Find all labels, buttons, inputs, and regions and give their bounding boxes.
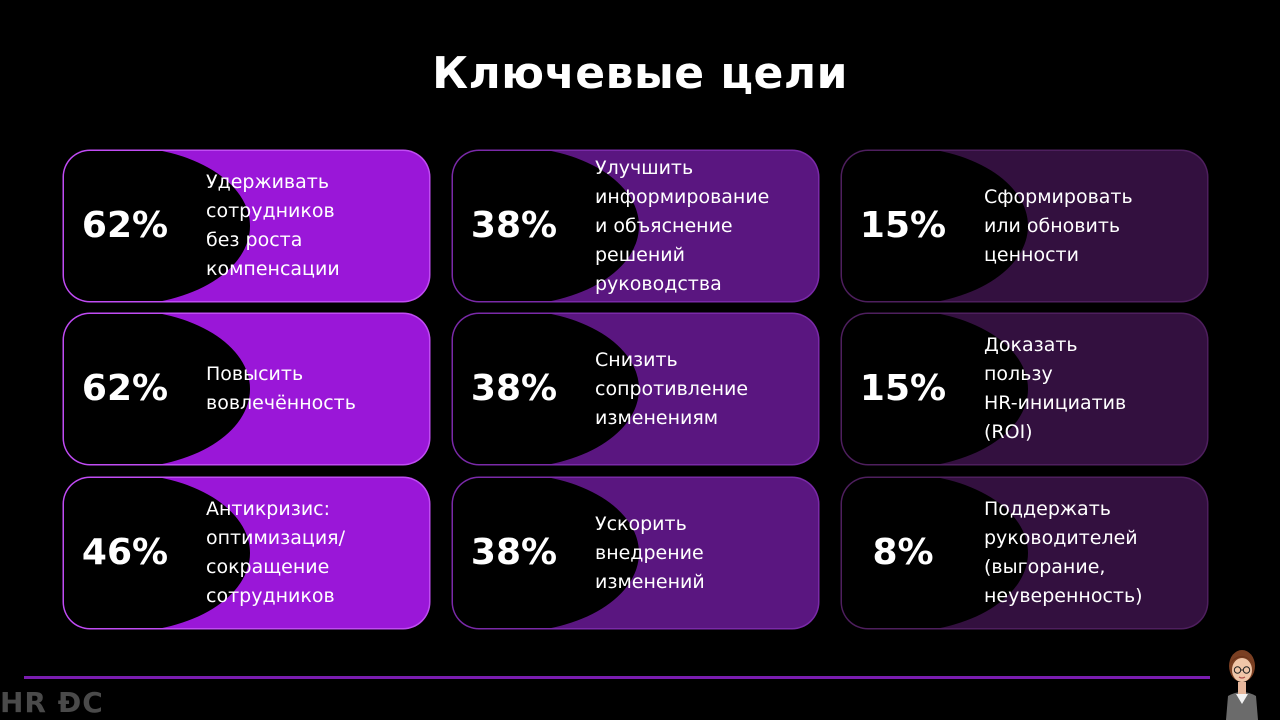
goal-label: Снизить сопротивление изменениям <box>595 348 749 429</box>
goal-label: Сформировать или обновить ценности <box>984 185 1133 266</box>
goal-percent: 38% <box>470 205 558 246</box>
goal-card: 8% Поддержать руководителей (выгорание, … <box>842 478 1207 628</box>
goal-percent: 38% <box>470 368 558 409</box>
card-shape <box>842 314 1028 464</box>
goal-card: 15% Доказать пользу HR-инициатив (ROI) <box>842 314 1207 464</box>
goal-percent: 15% <box>859 368 947 409</box>
goal-percent: 46% <box>81 532 169 573</box>
goal-card: 62% Удерживать сотрудников без роста ком… <box>64 151 429 301</box>
card-shape <box>64 314 250 464</box>
goal-label: Удерживать сотрудников без роста компенс… <box>206 171 340 280</box>
goal-percent: 8% <box>872 532 934 573</box>
card-shape <box>453 314 639 464</box>
card-shape <box>453 478 639 628</box>
goal-card: 62% Повысить вовлечённость <box>64 314 429 464</box>
goal-percent: 62% <box>81 368 169 409</box>
brand-logo: HR ĐC <box>0 686 104 719</box>
card-shape <box>842 478 1028 628</box>
goal-card: 46% Антикризис: оптимизация/ сокращение … <box>64 478 429 628</box>
footer-divider <box>24 676 1210 679</box>
card-shape <box>453 151 639 301</box>
card-shape <box>842 151 1028 301</box>
goal-label: Поддержать руководителей (выгорание, неу… <box>984 498 1143 607</box>
card-shape <box>64 151 250 301</box>
presenter-avatar-icon <box>1226 650 1258 720</box>
goal-percent: 38% <box>470 532 558 573</box>
goal-card: 38% Снизить сопротивление изменениям <box>453 314 818 464</box>
goal-label: Доказать пользу HR-инициатив (ROI) <box>984 334 1127 443</box>
goal-card: 38% Улучшить информирование и объяснение… <box>453 151 818 301</box>
goal-label: Антикризис: оптимизация/ сокращение сотр… <box>206 498 346 607</box>
goal-card: 38% Ускорить внедрение изменений <box>453 478 818 628</box>
goal-label: Ускорить внедрение изменений <box>595 512 705 593</box>
goal-percent: 62% <box>81 205 169 246</box>
card-shape <box>64 478 250 628</box>
goal-label: Повысить вовлечённость <box>206 363 356 414</box>
slide-title: Ключевые цели <box>432 48 848 99</box>
goal-label: Улучшить информирование и объяснение реш… <box>595 156 770 295</box>
goal-card: 15% Сформировать или обновить ценности <box>842 151 1207 301</box>
goal-percent: 15% <box>859 205 947 246</box>
